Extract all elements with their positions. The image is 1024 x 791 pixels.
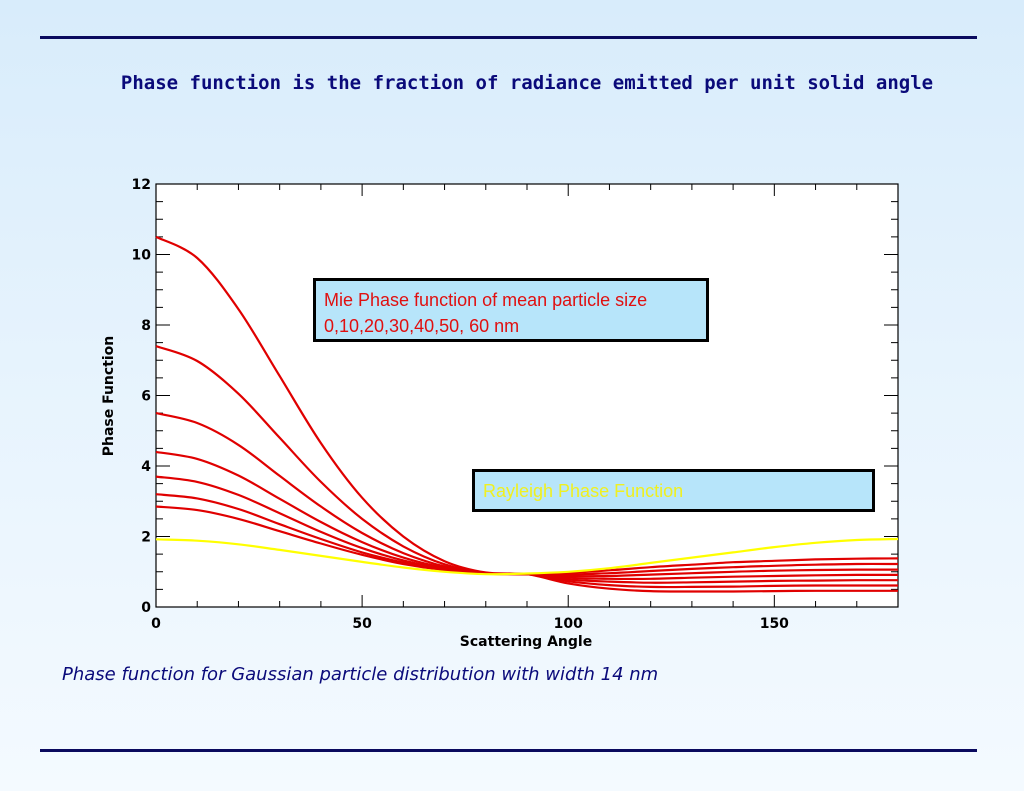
y-tick-label: 2: [141, 530, 151, 546]
x-tick-label: 150: [760, 616, 789, 632]
x-tick-label: 100: [554, 616, 583, 632]
axis-ticks: [155, 183, 899, 608]
x-tick-label: 0: [151, 616, 161, 632]
y-tick-label: 6: [141, 389, 151, 405]
slide-title: Phase function is the fraction of radian…: [120, 72, 934, 94]
series-layer: [155, 235, 899, 593]
x-tick-label: 50: [352, 616, 372, 632]
y-tick-label: 10: [132, 248, 152, 264]
y-tick-label: 4: [141, 459, 151, 475]
y-axis-label: Phase Function: [101, 336, 117, 457]
figure-caption: Phase function for Gaussian particle dis…: [62, 664, 659, 685]
rayleigh-legend-box: Rayleigh Phase Function: [472, 469, 875, 512]
x-axis-label: Scattering Angle: [460, 634, 592, 650]
y-tick-label: 8: [141, 318, 151, 334]
tick-labels: 0 50 100 150 0 2 4 6 8 10 12: [132, 177, 790, 632]
bottom-divider: [40, 749, 977, 752]
top-divider: [40, 36, 977, 39]
y-tick-label: 0: [141, 600, 151, 616]
rayleigh-series-line: [155, 537, 899, 576]
y-tick-label: 12: [132, 177, 151, 193]
plot-area: [155, 183, 899, 608]
mie-legend-box: Mie Phase function of mean particle size…: [313, 278, 709, 342]
